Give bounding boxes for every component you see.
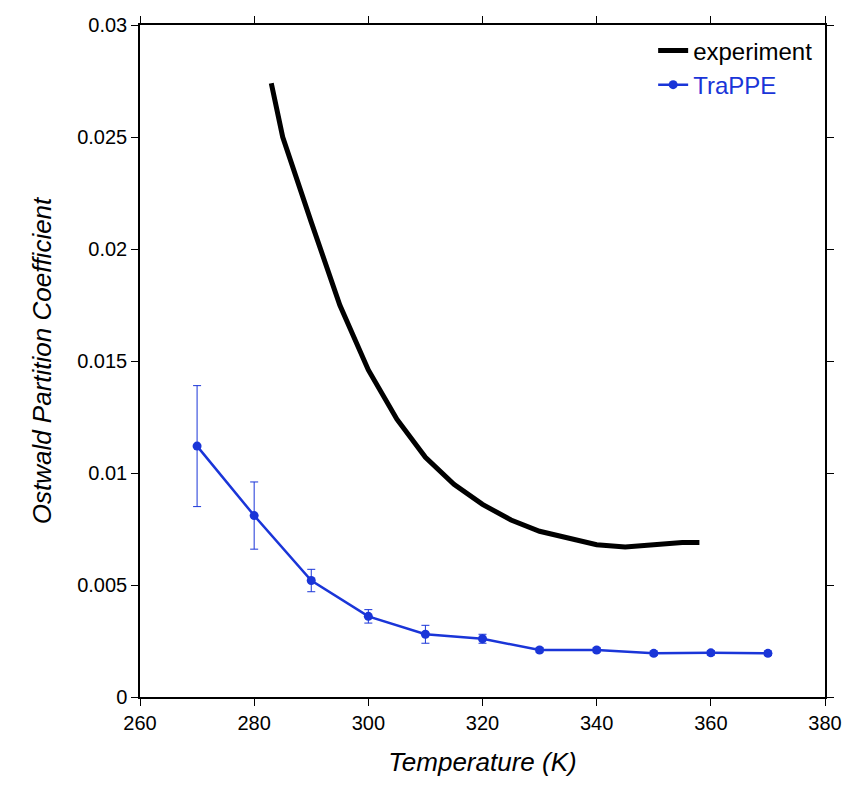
- svg-text:340: 340: [580, 712, 613, 734]
- svg-text:Ostwald Partition Coefficient: Ostwald Partition Coefficient: [27, 196, 57, 524]
- svg-text:300: 300: [352, 712, 385, 734]
- svg-text:0.025: 0.025: [77, 126, 127, 148]
- svg-text:0.01: 0.01: [88, 462, 127, 484]
- svg-text:280: 280: [237, 712, 270, 734]
- svg-text:260: 260: [123, 712, 156, 734]
- svg-text:0.02: 0.02: [88, 238, 127, 260]
- svg-text:380: 380: [808, 712, 841, 734]
- svg-text:0: 0: [116, 686, 127, 708]
- svg-text:360: 360: [694, 712, 727, 734]
- svg-text:0.005: 0.005: [77, 574, 127, 596]
- svg-text:0.015: 0.015: [77, 350, 127, 372]
- svg-text:TraPPE: TraPPE: [693, 72, 776, 99]
- svg-text:Temperature (K): Temperature (K): [388, 747, 576, 777]
- svg-text:experiment: experiment: [693, 38, 812, 65]
- svg-text:0.03: 0.03: [88, 14, 127, 36]
- svg-text:320: 320: [466, 712, 499, 734]
